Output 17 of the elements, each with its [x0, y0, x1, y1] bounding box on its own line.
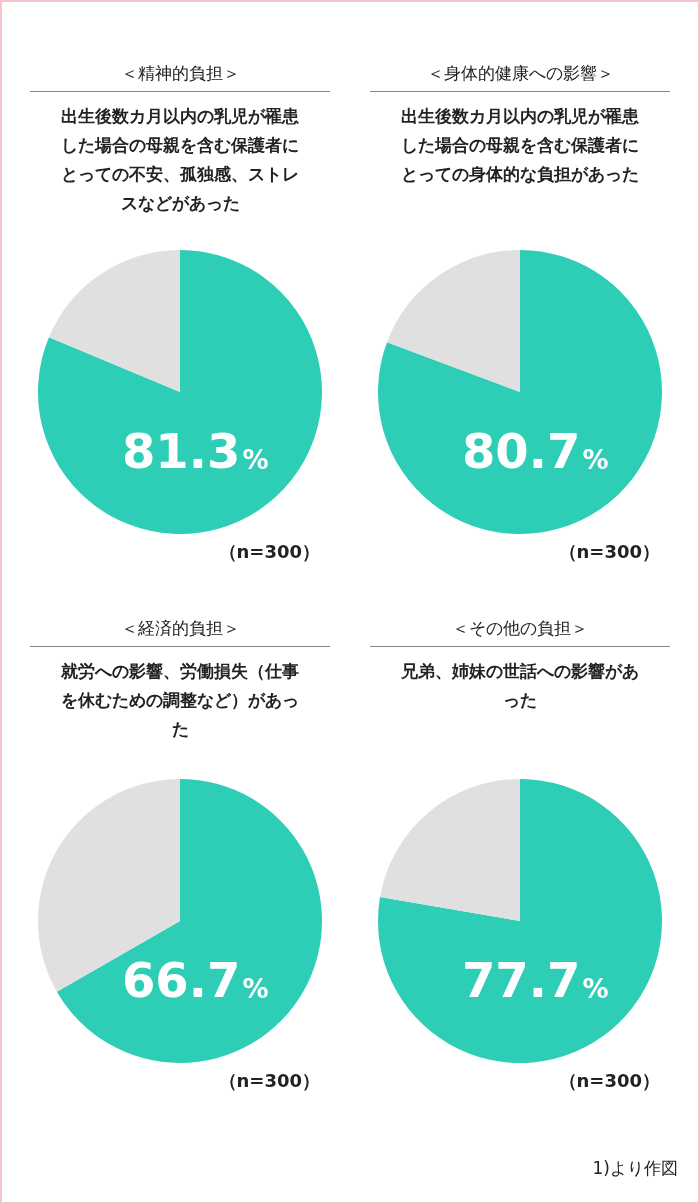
chart-title: ＜精神的負担＞ — [30, 62, 330, 92]
chart-subtitle: 兄弟、姉妹の世話への影響があった — [400, 660, 640, 712]
chart-title: ＜身体的健康への影響＞ — [370, 62, 670, 92]
chart-title: ＜経済的負担＞ — [30, 617, 330, 647]
data-label: 66.7% — [121, 952, 269, 1009]
chart-subtitle: 出生後数カ月以内の乳児が罹患した場合の母親を含む保護者にとっての不安、孤独感、ストレスなどがあった — [60, 105, 300, 215]
text: （n=300） — [218, 540, 320, 564]
text: （n=300） — [558, 1069, 660, 1093]
text: 1)より作図 — [592, 1157, 678, 1180]
data-label: 77.7% — [461, 952, 609, 1009]
chart-title: ＜その他の負担＞ — [370, 617, 670, 647]
data-label: 81.3% — [121, 423, 269, 480]
chart-subtitle: 就労への影響、労働損失（仕事を休むための調整など）があった — [60, 660, 300, 741]
text: （n=300） — [558, 540, 660, 564]
chart-subtitle: 出生後数カ月以内の乳児が罹患した場合の母親を含む保護者にとっての身体的な負担があった — [400, 105, 640, 186]
data-label: 80.7% — [461, 423, 609, 480]
text: （n=300） — [218, 1069, 320, 1093]
